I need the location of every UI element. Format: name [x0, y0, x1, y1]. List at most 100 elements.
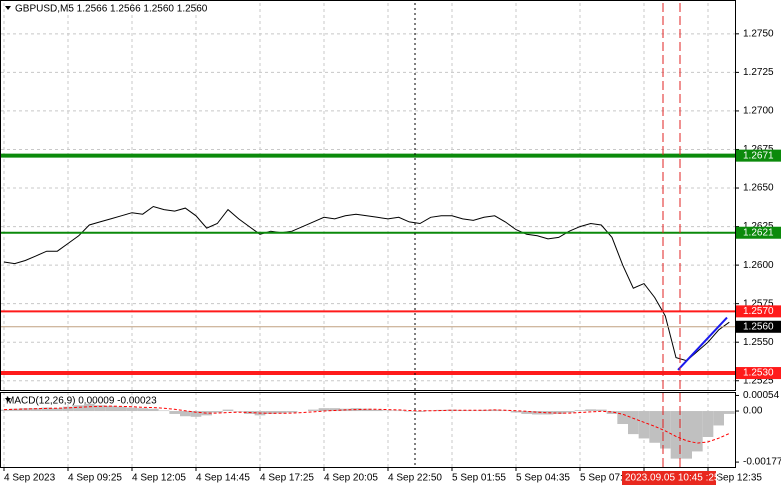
level-label: 1.2570 [743, 306, 774, 317]
x-tick-label: 5 Sep 12:35 [708, 473, 762, 484]
y-tick-label: 1.2550 [743, 337, 774, 348]
macd-bar [0, 409, 10, 412]
macd-bar [9, 408, 20, 412]
y-tick-label: 1.2675 [743, 144, 774, 155]
macd-bar [372, 409, 383, 412]
level-label: 1.2671 [743, 150, 774, 161]
y-tick-label: 1.2725 [743, 67, 774, 78]
macd-bar [596, 409, 607, 412]
macd-bar [532, 411, 543, 415]
x-tick-label: 5 Sep 04:35 [516, 473, 570, 484]
macd-bar [510, 411, 522, 413]
x-tick-label: 4 Sep 14:45 [196, 473, 250, 484]
macd-bar [318, 408, 330, 412]
y-tick-label: 0.00 [743, 406, 763, 417]
macd-bar [457, 410, 468, 412]
y-tick-label: 1.2700 [743, 106, 774, 117]
macd-bar [500, 410, 511, 412]
macd-bar [105, 405, 116, 412]
macd-bar [212, 411, 223, 413]
level-label: 1.2530 [743, 368, 774, 379]
macd-bar [94, 405, 106, 412]
macd-bar [649, 411, 660, 443]
x-tick-label: 4 Sep 09:25 [68, 473, 122, 484]
macd-bar [724, 411, 735, 414]
trend-line [677, 316, 728, 371]
level-tag [736, 149, 781, 162]
macd-bar [265, 411, 276, 414]
macd-bar [180, 411, 191, 417]
grid-layer: 1.2525 1.2550 1.2575 1.2600 1.2625 1.2650 1.26… [1, 3, 781, 471]
macd-bar [404, 411, 415, 412]
macd-bar [137, 408, 148, 412]
x-tick-label: 4 Sep 12:05 [132, 473, 186, 484]
level-tag [736, 367, 781, 380]
over-layer: 1.2671 1.2621 1.2570 1.2530 1.2560 2023.09.05… [622, 149, 781, 485]
macd-bar [681, 411, 692, 459]
macd-bar [574, 410, 586, 412]
macd-bar [20, 408, 31, 412]
x-tick-label: 5 Sep 01:55 [452, 473, 506, 484]
macd-bar [606, 411, 618, 414]
signal-line [3, 405, 730, 444]
y-tick-label: 1.2750 [743, 28, 774, 39]
macd-bar [41, 407, 52, 412]
macd-bar [638, 411, 650, 439]
price-panel-frame [0, 0, 736, 391]
mark-layer: 4 Sep 2023 4 Sep 09:25 4 Sep 12:05 4 Sep 14… [0, 153, 762, 484]
macd-bar [190, 411, 202, 417]
macd-bar [126, 407, 138, 412]
y-tick-label: 1.2575 [743, 298, 774, 309]
x-tick-label: 4 Sep 17:25 [260, 473, 314, 484]
macd-panel-frame [0, 392, 736, 468]
macd-bar [670, 411, 682, 459]
macd-bar [382, 410, 394, 412]
x-tick-label: 4 Sep 2023 [4, 473, 56, 484]
macd-bar [393, 410, 404, 412]
level-label: 1.2621 [743, 227, 774, 238]
collapse-icon[interactable] [5, 6, 11, 10]
x-tick-label: 5 Sep 07:15 [580, 473, 634, 484]
macd-bar [660, 411, 671, 449]
macd-bar [585, 409, 596, 412]
macd-bar [628, 411, 639, 435]
macd-bar [308, 409, 319, 412]
macd-bar [521, 411, 532, 414]
macd-title: MACD(12,26,9) 0.00009 -0.00023 [6, 396, 157, 407]
last-price-label: 1.2560 [743, 321, 774, 332]
y-tick-label: 0.00054 [743, 390, 780, 401]
macd-bar [553, 411, 564, 414]
macd-bar [222, 409, 234, 412]
crosshair-tag [622, 471, 716, 485]
macd-bar [414, 411, 426, 412]
x-tick-label: 4 Sep 20:05 [324, 473, 378, 484]
level-tag [736, 305, 781, 318]
macd-bar [52, 408, 63, 412]
macd-bar [564, 411, 575, 413]
macd-bar [468, 410, 479, 412]
macd-bar [361, 408, 372, 412]
macd-bar [446, 409, 458, 412]
macd-bar [702, 411, 714, 437]
macd-bar [148, 408, 159, 412]
macd-bar [329, 408, 340, 412]
crosshair-label: 2023.09.05 10:45 :25 [625, 473, 720, 484]
macd-bar [116, 406, 127, 412]
macd-bar [713, 411, 724, 426]
y-tick-label: 1.2600 [743, 260, 774, 271]
macd-bar [84, 403, 95, 412]
last-price-tag [736, 320, 781, 333]
macd-bar [30, 408, 42, 412]
macd-bar [276, 411, 287, 414]
macd-bar [233, 411, 244, 412]
macd-bar [158, 410, 170, 412]
y-tick-label: 1.2650 [743, 183, 774, 194]
y-tick-label: 1.2625 [743, 221, 774, 232]
x-tick-label: 4 Sep 22:50 [388, 473, 442, 484]
collapse-icon[interactable] [5, 398, 11, 402]
macd-bar [542, 411, 554, 415]
macd-bar [286, 411, 298, 413]
y-tick-label: -0.00177 [743, 457, 781, 468]
